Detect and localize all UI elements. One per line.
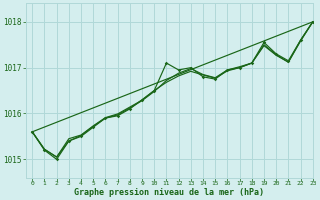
X-axis label: Graphe pression niveau de la mer (hPa): Graphe pression niveau de la mer (hPa) xyxy=(75,188,264,197)
